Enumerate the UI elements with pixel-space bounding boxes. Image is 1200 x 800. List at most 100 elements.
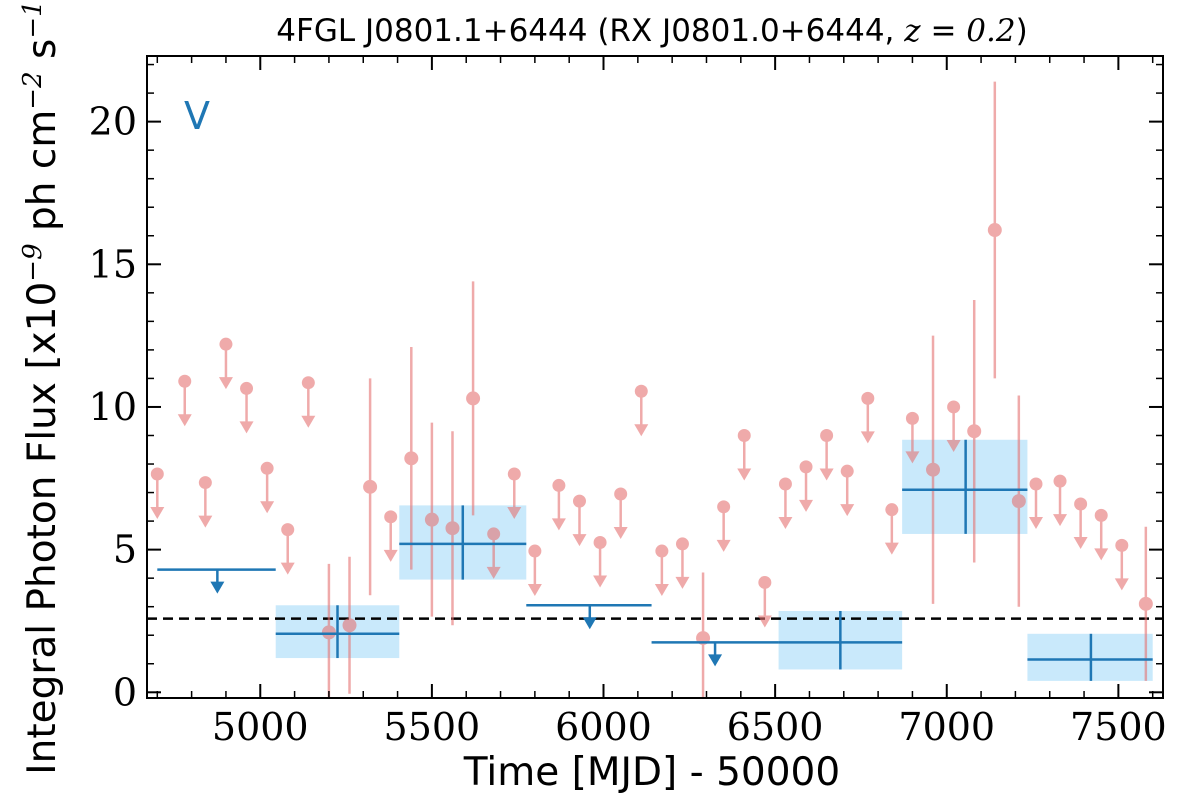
upper-limit-arrow xyxy=(819,468,834,481)
chart-title: 4FGL J0801.1+6444 (RX J0801.0+6444, z = … xyxy=(276,13,1027,49)
short-bin-upper-limit xyxy=(819,428,834,481)
long-bin-upper-limit xyxy=(157,568,276,594)
upper-limit-point xyxy=(178,374,192,388)
upper-limit-point xyxy=(799,460,813,474)
long-bin-upper-limit xyxy=(651,641,779,667)
upper-limit-arrow xyxy=(778,517,793,529)
upper-limit-arrow xyxy=(757,615,772,628)
detection-point xyxy=(404,451,419,466)
short-bin-upper-limit xyxy=(654,544,669,597)
detection-point xyxy=(466,391,481,406)
short-bin-upper-limit xyxy=(593,535,608,588)
upper-limit-arrow xyxy=(239,421,254,434)
short-bin-upper-limit xyxy=(1073,497,1088,549)
y-tick-label: 15 xyxy=(89,242,137,286)
long-limit-arrow xyxy=(708,654,723,667)
upper-limit-point xyxy=(384,510,398,524)
short-bin-upper-limit xyxy=(1029,477,1043,529)
detection-point xyxy=(445,521,460,536)
short-bin-detection xyxy=(424,422,439,617)
upper-limit-point xyxy=(758,575,772,589)
short-bin-upper-limit xyxy=(716,500,731,552)
short-bin-detection xyxy=(967,299,982,563)
upper-limit-arrow xyxy=(551,518,566,531)
upper-limit-point xyxy=(737,428,751,442)
upper-limit-arrow xyxy=(383,549,398,562)
short-bin-upper-limit xyxy=(634,384,649,437)
upper-limit-point xyxy=(507,467,521,481)
x-tick-label: 5000 xyxy=(212,705,309,749)
y-tick-label: 20 xyxy=(89,100,137,144)
upper-limit-point xyxy=(820,428,834,442)
y-tick-label: 10 xyxy=(89,385,137,429)
upper-limit-arrow xyxy=(737,468,752,481)
short-bin-upper-limit xyxy=(675,537,690,589)
x-tick-label: 6000 xyxy=(555,705,652,749)
short-bin-detection xyxy=(926,335,941,604)
y-axis-label: Integral Photon Flux [x10−9 ph cm−2 s−1] xyxy=(18,0,65,775)
upper-limit-point xyxy=(614,487,628,501)
upper-limit-point xyxy=(675,537,689,551)
upper-limit-arrow xyxy=(527,584,542,597)
upper-limit-arrow xyxy=(301,415,316,428)
upper-limit-point xyxy=(905,411,919,425)
short-bin-upper-limit xyxy=(613,487,628,539)
short-bin-upper-limit xyxy=(280,523,295,575)
upper-limit-arrow xyxy=(507,507,522,520)
short-bin-detection xyxy=(1011,395,1026,607)
upper-limit-point xyxy=(1053,474,1067,488)
long-bin-detection xyxy=(1027,633,1153,681)
x-tick-label: 7000 xyxy=(898,705,995,749)
short-bin-upper-limit xyxy=(218,337,233,390)
x-tick-label: 7500 xyxy=(1070,705,1167,749)
x-tick-label: 6500 xyxy=(727,705,824,749)
short-bin-upper-limit xyxy=(486,527,501,579)
short-bin-detection xyxy=(1138,526,1153,681)
x-axis-label: Time [MJD] - 50000 xyxy=(463,750,840,795)
short-bin-upper-limit xyxy=(551,478,566,531)
upper-limit-point xyxy=(655,544,669,558)
plot-frame xyxy=(146,55,1164,699)
short-bin-upper-limit xyxy=(177,374,192,427)
upper-limit-point xyxy=(947,400,961,414)
short-bin-upper-limit xyxy=(884,503,899,555)
upper-limit-arrow xyxy=(905,451,920,464)
detection-point xyxy=(321,625,336,640)
upper-limit-arrow xyxy=(150,507,165,520)
axis-ticks: 5000 5500 6000 6500 7000 7500 0 5 10 15 20 xyxy=(89,56,1167,749)
short-bin-upper-limit xyxy=(527,544,542,597)
short-bin-upper-limit xyxy=(150,467,165,520)
short-bin-upper-limit xyxy=(260,461,275,514)
upper-limit-point xyxy=(778,477,792,491)
upper-limit-point xyxy=(240,381,254,395)
upper-limit-point xyxy=(717,500,731,514)
detection-point xyxy=(1011,494,1026,509)
upper-limit-arrow xyxy=(280,562,295,575)
long-bin-detection xyxy=(778,610,903,670)
upper-limit-arrow xyxy=(177,414,192,427)
upper-limit-point xyxy=(219,337,233,351)
long-limit-arrow xyxy=(210,581,225,594)
upper-limit-point xyxy=(1094,508,1108,522)
short-bin-upper-limit xyxy=(198,476,213,528)
upper-limit-arrow xyxy=(884,542,899,555)
upper-limit-point xyxy=(885,503,899,517)
long-limit-arrow xyxy=(582,617,597,630)
upper-limit-point xyxy=(260,461,274,475)
short-bin-detection xyxy=(987,81,1002,379)
upper-limit-point xyxy=(1115,538,1129,552)
upper-limit-arrow xyxy=(840,504,855,517)
upper-limit-arrow xyxy=(613,526,628,539)
upper-limit-point xyxy=(1029,477,1043,491)
short-bin-detection xyxy=(363,378,378,596)
upper-limit-point xyxy=(552,478,566,492)
upper-limit-arrow xyxy=(572,534,587,547)
upper-limit-point xyxy=(572,494,586,508)
x-tick-label: 5500 xyxy=(384,705,481,749)
upper-limit-arrow xyxy=(1114,578,1129,591)
short-bin-detection xyxy=(342,556,357,694)
short-bin-detection xyxy=(404,347,419,570)
upper-limit-point xyxy=(528,544,542,558)
short-bin-upper-limit xyxy=(946,400,961,452)
short-bin-detection xyxy=(696,572,711,698)
